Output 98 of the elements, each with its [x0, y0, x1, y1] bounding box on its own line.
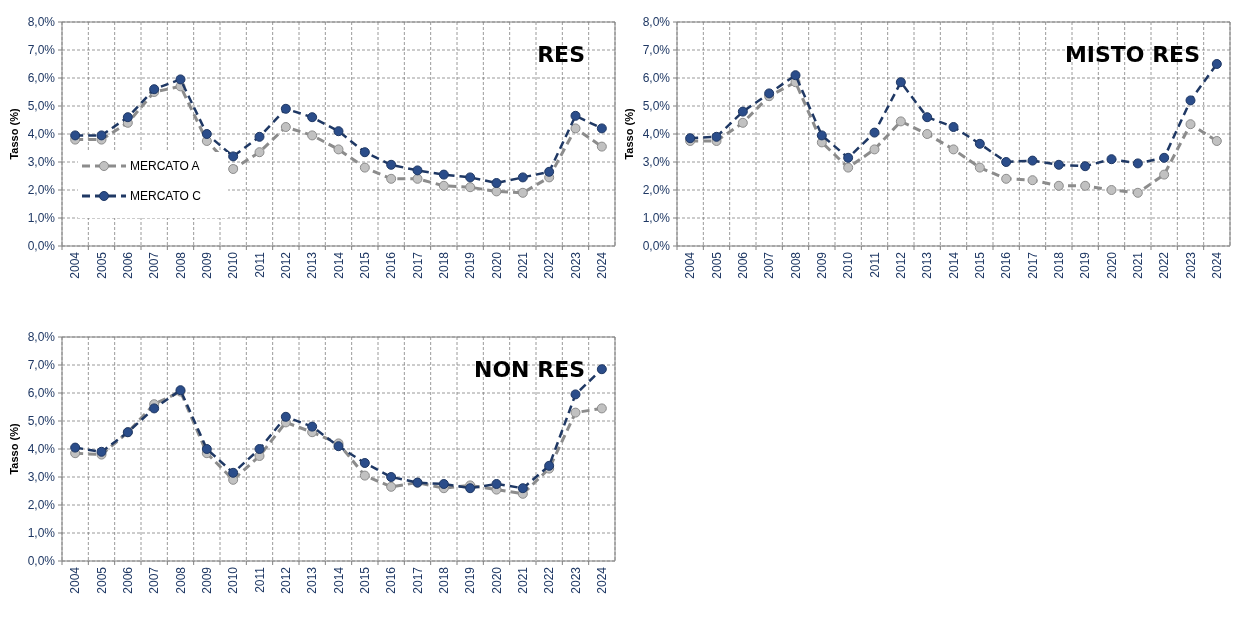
y-tick-label: 1,0%: [27, 526, 56, 541]
x-tick-label: 2007: [147, 251, 162, 279]
y-tick-label: 7,0%: [642, 43, 671, 58]
x-tick-label: 2012: [894, 251, 909, 279]
x-tick-label: 2013: [305, 251, 320, 279]
text: NON RES: [474, 357, 585, 382]
x-tick-label: 2004: [683, 251, 698, 279]
y-axis-title: Tasso (%): [623, 108, 635, 160]
x-tick-label: 2021: [516, 566, 531, 594]
x-tick-label: 2019: [463, 251, 478, 279]
y-tick-label: 7,0%: [27, 358, 56, 373]
y-tick-label: 2,0%: [27, 498, 56, 513]
x-tick-label: 2019: [463, 566, 478, 594]
y-tick-label: 5,0%: [27, 414, 56, 429]
x-tick-label: 2022: [542, 566, 557, 594]
y-tick-label: 3,0%: [642, 155, 671, 170]
y-tick-label: 0,0%: [27, 554, 56, 569]
y-tick-label: 0,0%: [642, 239, 671, 254]
x-tick-label: 2007: [762, 251, 777, 279]
x-tick-label: 2015: [973, 251, 988, 279]
y-axis-title: Tasso (%): [8, 423, 20, 475]
x-tick-label: 2024: [595, 566, 610, 594]
x-tick-label: 2010: [226, 251, 241, 279]
x-tick-label: 2007: [147, 566, 162, 594]
x-tick-label: 2011: [252, 251, 267, 278]
x-tick-label: 2020: [489, 251, 504, 279]
x-tick-label: 2018: [437, 566, 452, 594]
x-tick-label: 2020: [1104, 251, 1119, 279]
y-tick-label: 3,0%: [27, 470, 56, 485]
y-tick-label: 8,0%: [27, 330, 56, 345]
x-tick-label: 2010: [841, 251, 856, 279]
y-tick-label: 4,0%: [27, 127, 56, 142]
x-tick-label: 2008: [173, 251, 188, 279]
y-tick-label: 6,0%: [27, 386, 56, 401]
x-tick-label: 2009: [815, 251, 830, 279]
x-tick-label: 2017: [410, 251, 425, 279]
x-tick-label: 2006: [736, 251, 751, 279]
text: MISTO RES: [1064, 42, 1200, 67]
y-tick-label: 1,0%: [642, 211, 671, 226]
x-tick-label: 2012: [279, 566, 294, 594]
x-tick-label: 2014: [331, 251, 346, 279]
x-tick-label: 2009: [200, 566, 215, 594]
x-tick-label: 2011: [867, 251, 882, 278]
x-tick-label: 2012: [279, 251, 294, 279]
y-tick-label: 7,0%: [27, 43, 56, 58]
y-tick-label: 4,0%: [642, 127, 671, 142]
x-tick-label: 2018: [437, 251, 452, 279]
y-tick-label: 8,0%: [27, 15, 56, 30]
x-tick-label: 2004: [68, 251, 83, 279]
x-tick-label: 2009: [200, 251, 215, 279]
x-tick-label: 2022: [542, 251, 557, 279]
x-tick-label: 2016: [384, 251, 399, 279]
y-axis-title: Tasso (%): [8, 108, 20, 160]
y-tick-label: 6,0%: [642, 71, 671, 86]
x-tick-label: 2008: [173, 566, 188, 594]
x-tick-label: 2017: [1025, 251, 1040, 279]
text: RES: [537, 42, 585, 67]
y-tick-label: 5,0%: [642, 99, 671, 114]
x-tick-label: 2004: [68, 566, 83, 594]
x-tick-label: 2017: [410, 566, 425, 594]
y-tick-label: 1,0%: [27, 211, 56, 226]
x-tick-label: 2005: [94, 251, 109, 279]
x-tick-label: 2019: [1078, 251, 1093, 279]
x-tick-label: 2015: [358, 566, 373, 594]
x-tick-label: 2016: [384, 566, 399, 594]
x-tick-label: 2021: [1131, 251, 1146, 279]
x-tick-label: 2023: [568, 251, 583, 279]
x-tick-label: 2006: [121, 566, 136, 594]
x-tick-label: 2015: [358, 251, 373, 279]
x-tick-label: 2013: [305, 566, 320, 594]
x-tick-label: 2021: [516, 251, 531, 279]
x-tick-label: 2005: [709, 251, 724, 279]
y-tick-label: 2,0%: [27, 183, 56, 198]
y-tick-label: 4,0%: [27, 442, 56, 457]
x-tick-label: 2024: [1210, 251, 1225, 279]
y-tick-label: 6,0%: [27, 71, 56, 86]
x-tick-label: 2024: [595, 251, 610, 279]
y-tick-label: 2,0%: [642, 183, 671, 198]
legend-label: MERCATO A: [130, 159, 200, 174]
y-tick-label: 8,0%: [642, 15, 671, 30]
x-tick-label: 2014: [946, 251, 961, 279]
x-tick-label: 2022: [1157, 251, 1172, 279]
x-tick-label: 2011: [252, 566, 267, 593]
y-tick-label: 5,0%: [27, 99, 56, 114]
x-tick-label: 2016: [999, 251, 1014, 279]
x-tick-label: 2005: [94, 566, 109, 594]
y-tick-label: 3,0%: [27, 155, 56, 170]
x-tick-label: 2018: [1052, 251, 1067, 279]
x-tick-label: 2020: [489, 566, 504, 594]
x-tick-label: 2006: [121, 251, 136, 279]
x-tick-label: 2014: [331, 566, 346, 594]
legend-label: MERCATO C: [130, 189, 202, 204]
x-tick-label: 2010: [226, 566, 241, 594]
x-tick-label: 2023: [1183, 251, 1198, 279]
x-tick-label: 2013: [920, 251, 935, 279]
x-tick-label: 2008: [788, 251, 803, 279]
x-tick-label: 2023: [568, 566, 583, 594]
y-tick-label: 0,0%: [27, 239, 56, 254]
